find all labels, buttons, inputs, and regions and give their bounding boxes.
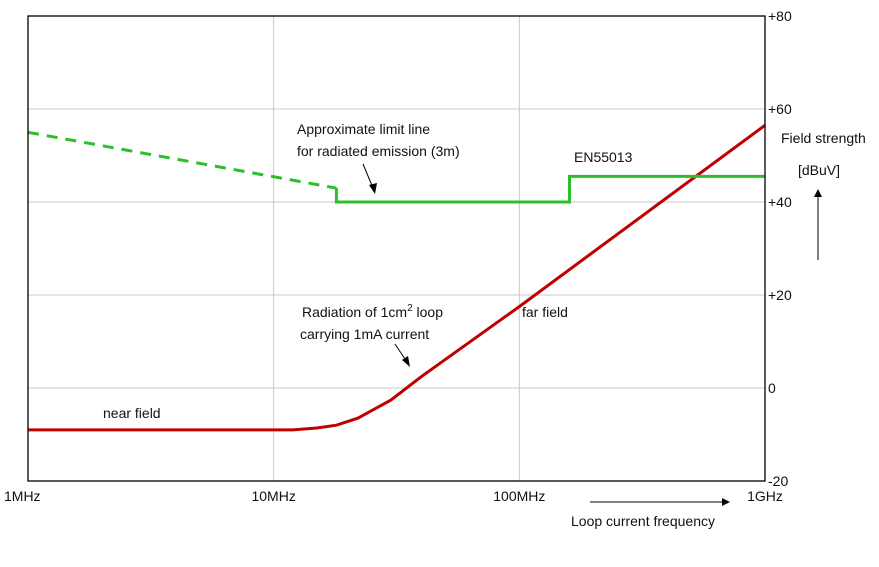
annotation-limit-line-1: Approximate limit line xyxy=(297,121,430,137)
annotation-loop-arrow-icon xyxy=(402,356,410,367)
x-axis-arrow-icon xyxy=(722,498,730,506)
x-axis-label: Loop current frequency xyxy=(571,513,715,529)
annotation-loop-prefix: Radiation of 1cm xyxy=(302,304,407,320)
y-tick-label: +80 xyxy=(768,8,792,24)
y-tick-label: +40 xyxy=(768,194,792,210)
x-tick-label: 100MHz xyxy=(493,488,545,504)
y-tick-label: +60 xyxy=(768,101,792,117)
y-tick-label: -20 xyxy=(768,473,788,489)
annotation-loop-suffix: loop xyxy=(413,304,444,320)
limit-line xyxy=(334,174,765,204)
annotation-standard: EN55013 xyxy=(574,149,633,165)
annotation-limit-line-2: for radiated emission (3m) xyxy=(297,143,460,159)
y-tick-label: +20 xyxy=(768,287,792,303)
y-axis-label-line-1: Field strength xyxy=(781,130,866,146)
y-tick-label: 0 xyxy=(768,380,776,396)
series-layer xyxy=(27,124,766,432)
annotation-near-field: near field xyxy=(103,405,161,421)
y-axis-arrow-icon xyxy=(814,189,822,197)
grid-lines xyxy=(28,16,765,481)
x-tick-label: 10MHz xyxy=(251,488,295,504)
y-axis-label-line-2: [dBuV] xyxy=(798,162,840,178)
y-tick-labels: +80 +60 +40 +20 0 -20 xyxy=(768,8,792,489)
emission-curve xyxy=(28,124,766,432)
annotation-limit-arrow-icon xyxy=(369,183,377,194)
annotation-limit-pointer xyxy=(362,163,374,189)
annotation-loop-line-1: Radiation of 1cm2 loop xyxy=(302,303,443,320)
x-tick-labels: 1MHz 10MHz 100MHz 1GHz xyxy=(4,488,783,504)
plot-frame xyxy=(27,15,766,482)
x-tick-label: 1GHz xyxy=(747,488,783,504)
limit-line-dashed xyxy=(27,130,337,190)
annotation-loop-superscript: 2 xyxy=(407,303,413,314)
annotation-far-field: far field xyxy=(522,304,568,320)
x-tick-label: 1MHz xyxy=(4,488,41,504)
annotation-loop-line-2: carrying 1mA current xyxy=(300,326,429,342)
